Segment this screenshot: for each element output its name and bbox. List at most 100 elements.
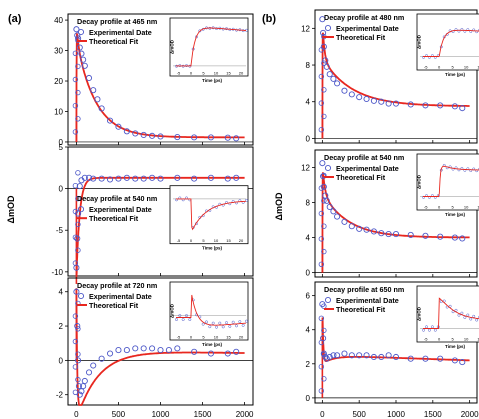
x-tick-label: 0 xyxy=(320,410,325,419)
x-tick-label: 2000 xyxy=(236,410,254,419)
data-point xyxy=(191,134,198,141)
data-point xyxy=(106,117,114,124)
data-point xyxy=(72,50,79,56)
y-tick-label: 2 xyxy=(306,360,311,369)
data-point xyxy=(392,353,400,361)
data-point xyxy=(385,231,392,238)
inset-3-marker xyxy=(478,315,479,319)
y-tick-label: 0 xyxy=(306,134,311,143)
inset-2-x-tick-label: 15 xyxy=(477,205,479,210)
inset-3-marker xyxy=(181,318,185,321)
data-point xyxy=(72,234,79,240)
inset-1-x-label: Time (ps) xyxy=(202,78,222,83)
x-tick-label: 2000 xyxy=(461,410,479,419)
legend-label: Experimental Date xyxy=(89,28,152,37)
inset-1-x-tick-label: 15 xyxy=(226,71,231,76)
y-tick-label: 0 xyxy=(306,394,311,403)
x-tick-label: 500 xyxy=(353,410,367,419)
legend-label: Theoretical Fit xyxy=(89,37,139,46)
legend-label: Theoretical Fit xyxy=(336,305,386,314)
data-point xyxy=(149,174,156,181)
data-point xyxy=(330,75,337,82)
panel-label: (a) xyxy=(8,13,22,25)
data-point xyxy=(75,89,81,96)
data-point xyxy=(72,102,79,109)
inset-3-marker xyxy=(221,325,225,329)
subplot-1: 0 10 20 30 40 Decay profile at 465 nm Experime… xyxy=(54,13,254,147)
inset-2-x-tick-label: 0 xyxy=(190,238,193,243)
y-tick-label: 2 xyxy=(59,322,64,331)
data-point xyxy=(115,347,122,354)
inset-2-marker xyxy=(245,198,248,202)
data-point xyxy=(451,357,458,364)
y-tick-label: 0 xyxy=(59,185,64,194)
data-point xyxy=(330,352,337,359)
x-tick-label: 1000 xyxy=(387,410,405,419)
data-point xyxy=(75,376,81,383)
inset-3-marker xyxy=(469,317,473,321)
subplot-title: Decay profile at 540 nm xyxy=(324,153,404,162)
data-point xyxy=(459,359,466,366)
legend-label: Theoretical Fit xyxy=(336,33,386,42)
inset-3-x-tick-label: 10 xyxy=(464,337,469,342)
inset-3-marker xyxy=(185,314,188,318)
inset-3-marker xyxy=(215,325,218,329)
data-point xyxy=(78,50,85,57)
inset-1-x-tick-label: 5 xyxy=(452,65,455,70)
y-tick-label: -10 xyxy=(51,268,63,277)
data-point xyxy=(318,364,325,370)
data-point xyxy=(334,352,341,359)
data-point xyxy=(318,47,325,53)
data-point xyxy=(233,174,240,181)
inset-3-marker xyxy=(241,323,245,327)
data-point xyxy=(207,350,215,357)
panel-label: (b) xyxy=(262,13,276,25)
data-point xyxy=(451,103,458,110)
data-point xyxy=(422,232,429,239)
fit-line xyxy=(75,32,245,143)
data-point xyxy=(437,233,444,240)
data-point xyxy=(132,175,139,182)
inset-1-x-tick-label: 5 xyxy=(202,71,205,76)
data-point xyxy=(334,80,341,87)
data-point xyxy=(348,352,355,359)
data-point xyxy=(385,100,392,107)
data-point xyxy=(72,260,79,266)
data-point xyxy=(72,129,79,135)
inset-3-marker xyxy=(218,321,222,325)
inset-1-y-label: ΔmOD xyxy=(170,39,175,54)
inset-1-x-tick-label: 0 xyxy=(438,65,441,70)
data-point xyxy=(321,376,327,382)
data-point xyxy=(123,347,130,354)
inset-2-x-tick-label: 20 xyxy=(239,238,244,243)
data-point xyxy=(323,197,330,204)
data-point xyxy=(422,102,429,109)
inset-3-marker xyxy=(235,324,238,328)
data-point xyxy=(322,57,329,64)
data-point xyxy=(123,174,130,181)
data-point xyxy=(318,315,325,321)
data-point xyxy=(140,345,147,352)
inset-3-x-tick-label: 5 xyxy=(202,335,205,340)
inset-3-frame xyxy=(169,281,249,341)
data-point xyxy=(363,352,370,359)
data-point xyxy=(72,364,79,370)
data-point xyxy=(378,230,385,237)
data-point xyxy=(378,353,385,361)
inset-2-x-label: Time (ps) xyxy=(445,212,465,217)
data-point xyxy=(321,87,327,93)
data-point xyxy=(437,102,444,109)
subplot-2: -10 -5 0 5 Decay profile at 540 nm Experiment… xyxy=(51,143,254,284)
inset-3-x-tick-label: 15 xyxy=(226,335,231,340)
inset-3-y-label: ΔmOD xyxy=(417,306,422,321)
inset-1-y-label: ΔmOD xyxy=(417,34,422,49)
data-point xyxy=(318,339,325,346)
inset-1-x-tick-label: 10 xyxy=(214,71,219,76)
data-point xyxy=(80,383,87,390)
y-tick-label: 12 xyxy=(301,24,310,33)
inset-3-marker xyxy=(231,320,235,324)
inset-3-x-tick-label: 15 xyxy=(477,337,479,342)
data-point xyxy=(370,228,377,235)
inset-2-x-tick-label: 10 xyxy=(214,238,219,243)
data-point xyxy=(98,105,105,112)
